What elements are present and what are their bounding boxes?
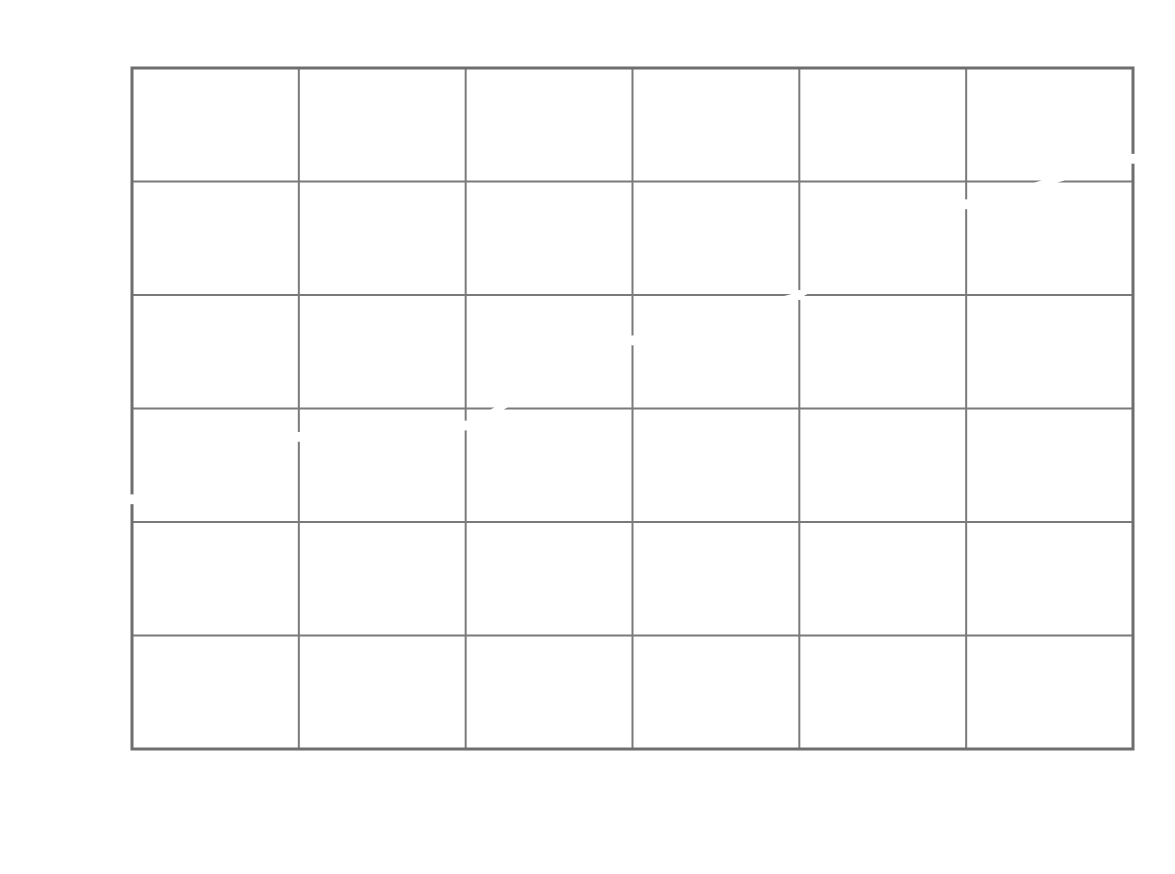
data-point [794, 290, 805, 300]
data-point [627, 335, 638, 346]
data-point [1128, 153, 1138, 164]
data-point [961, 199, 972, 210]
series-layer [127, 153, 1138, 505]
data-point [127, 494, 137, 505]
data-point [293, 431, 304, 442]
grid [131, 67, 1134, 750]
data-point [460, 420, 471, 431]
plot-area-frame [130, 66, 1135, 751]
